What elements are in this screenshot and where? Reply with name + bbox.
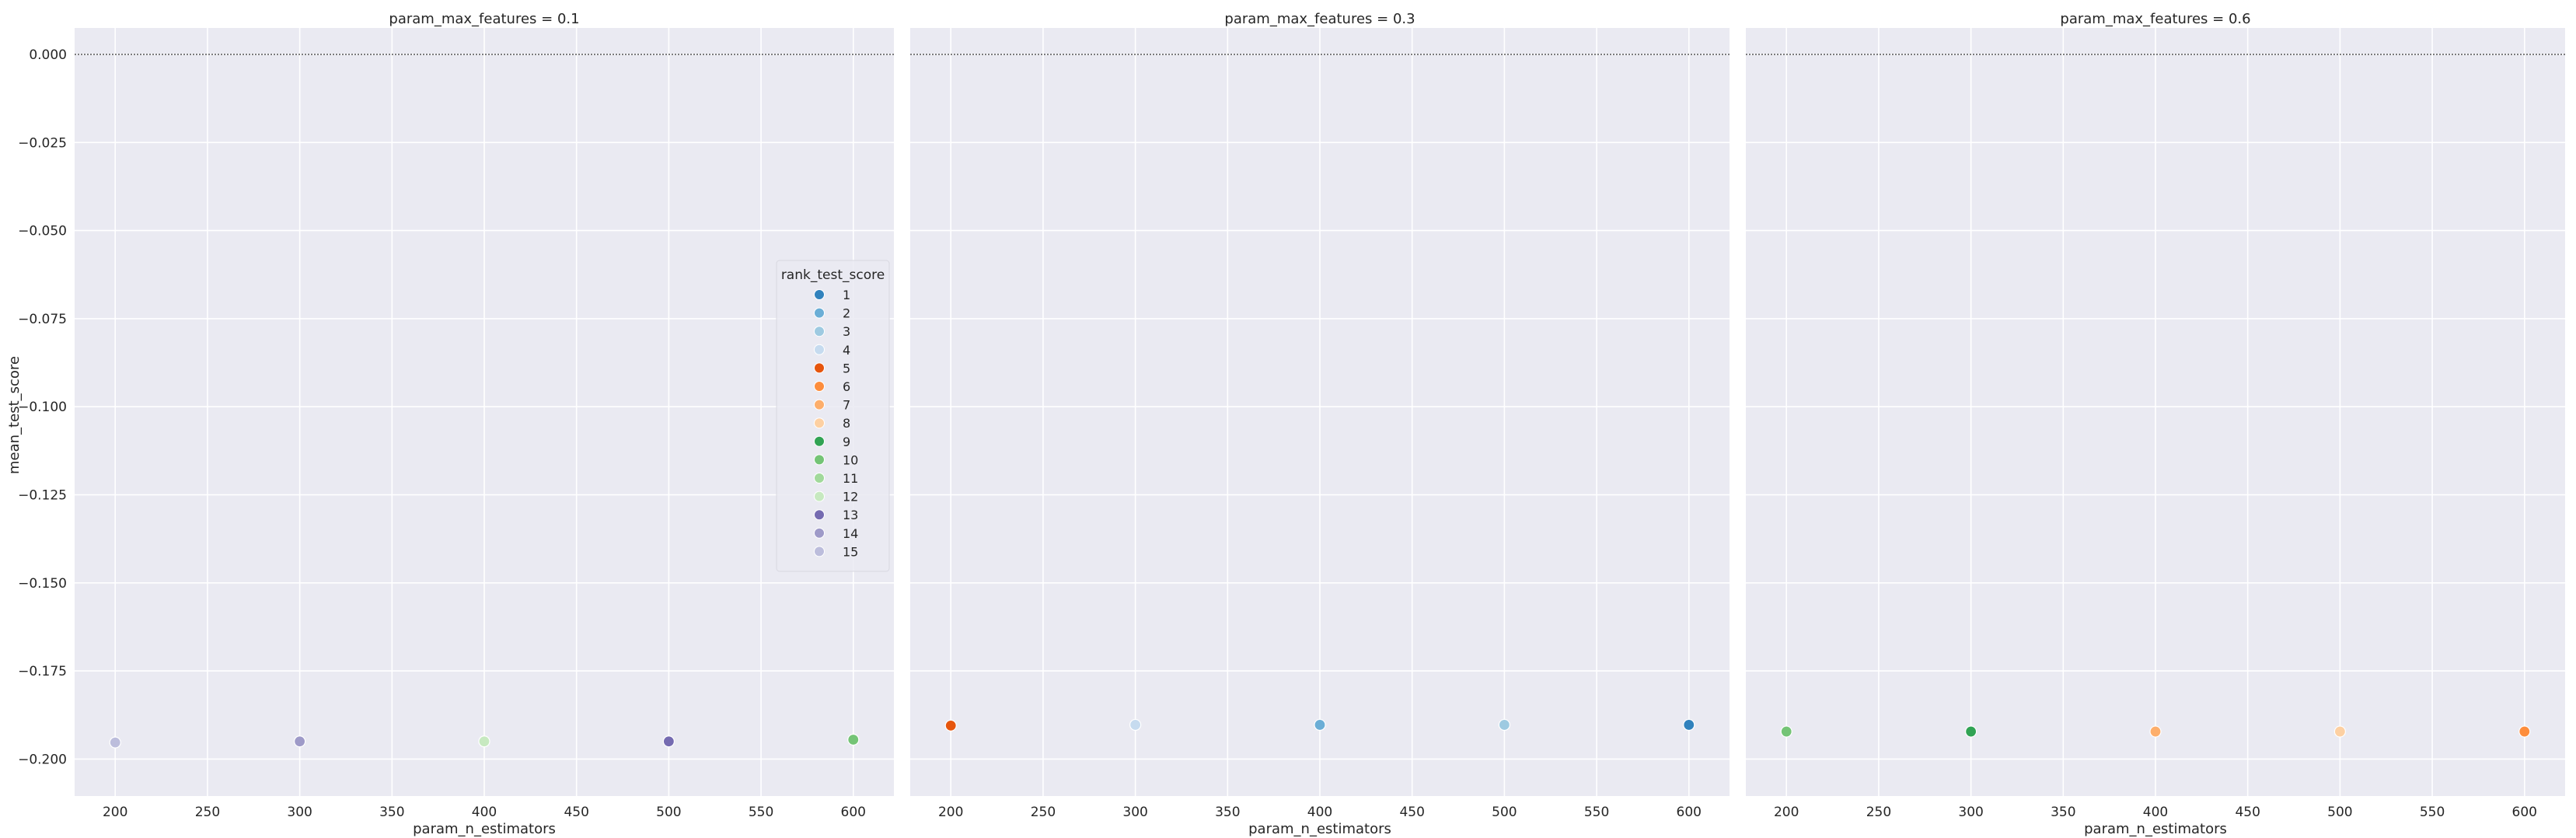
legend-entry-label: 12 [843, 490, 858, 505]
legend-entry-label: 8 [843, 416, 850, 431]
data-point [1129, 718, 1142, 732]
legend-marker [814, 362, 825, 374]
x-tick-label: 300 [1122, 805, 1147, 820]
x-tick-label: 250 [1866, 805, 1891, 820]
y-tick-label: −0.200 [18, 752, 67, 767]
x-axis-label: param_n_estimators [413, 821, 556, 837]
legend-marker [814, 399, 825, 410]
legend-marker [814, 473, 825, 484]
y-tick-label: −0.025 [18, 135, 67, 151]
data-point [2333, 725, 2346, 738]
legend-marker [814, 344, 825, 355]
y-axis-label: mean_test_score [6, 356, 23, 474]
x-tick-label: 550 [749, 805, 773, 820]
y-tick-label: −0.050 [18, 224, 67, 239]
y-tick-label: 0.000 [29, 47, 67, 63]
legend-marker [814, 509, 825, 521]
x-axis-label: param_n_estimators [1248, 821, 1391, 837]
x-tick-label: 550 [2420, 805, 2445, 820]
x-tick-label: 350 [1215, 805, 1240, 820]
y-tick-label: −0.100 [18, 400, 67, 415]
data-point [2518, 725, 2531, 738]
y-tick-label: −0.075 [18, 312, 67, 327]
legend-entry-label: 1 [843, 288, 850, 302]
legend-marker [814, 454, 825, 466]
y-tick-label: −0.175 [18, 664, 67, 679]
panels-layer: 200 250 300 350 400 450 500 550 600 0.000 −0.025 −0… [18, 11, 2565, 837]
legend-marker [814, 307, 825, 319]
data-point [1780, 725, 1792, 738]
data-point [1314, 718, 1326, 732]
x-tick-label: 300 [1958, 805, 1983, 820]
y-tick-label: −0.125 [18, 488, 67, 504]
x-tick-label: 450 [2235, 805, 2260, 820]
panel-title: param_max_features = 0.1 [389, 11, 579, 27]
data-point [662, 735, 675, 748]
data-point [294, 735, 306, 748]
panel-title: param_max_features = 0.3 [1224, 11, 1415, 27]
legend-marker [814, 326, 825, 337]
legend-entry-label: 10 [843, 452, 858, 467]
data-point [847, 733, 860, 746]
legend-entry-label: 14 [843, 526, 858, 541]
data-point [1683, 718, 1695, 732]
legend-marker [814, 381, 825, 392]
legend-entry-label: 3 [843, 324, 850, 339]
legend-entry-label: 9 [843, 435, 850, 449]
x-tick-label: 300 [287, 805, 312, 820]
panel-2: 200 250 300 350 400 450 500 550 600 param_max_fea… [910, 11, 1730, 837]
legend-marker [814, 435, 825, 447]
x-axis-label: param_n_estimators [2084, 821, 2227, 837]
x-tick-label: 400 [472, 805, 497, 820]
x-tick-label: 550 [1584, 805, 1609, 820]
data-point [2149, 725, 2162, 738]
legend-marker [814, 491, 825, 502]
legend-marker [814, 546, 825, 557]
panel-1: 200 250 300 350 400 450 500 550 600 0.000 −0.025 −0… [18, 11, 894, 837]
x-tick-label: 250 [1031, 805, 1056, 820]
legend-entry-label: 4 [843, 343, 850, 358]
x-tick-label: 250 [195, 805, 220, 820]
x-tick-label: 500 [1492, 805, 1517, 820]
legend-entry-label: 5 [843, 361, 850, 375]
x-tick-label: 600 [841, 805, 866, 820]
panel-title: param_max_features = 0.6 [2060, 11, 2250, 27]
legend-marker [814, 527, 825, 539]
x-tick-label: 200 [103, 805, 127, 820]
legend-entry-label: 15 [843, 544, 858, 559]
x-tick-label: 350 [2051, 805, 2075, 820]
legend-entry-label: 7 [843, 398, 850, 413]
legend-frame [776, 260, 890, 572]
x-tick-label: 500 [2327, 805, 2352, 820]
x-tick-label: 600 [2512, 805, 2537, 820]
legend-marker [814, 417, 825, 429]
x-tick-label: 600 [1677, 805, 1702, 820]
x-tick-label: 200 [1774, 805, 1799, 820]
x-tick-label: 500 [656, 805, 681, 820]
data-point [478, 735, 490, 748]
legend-entry-label: 11 [843, 471, 858, 486]
x-tick-label: 350 [379, 805, 404, 820]
x-tick-label: 400 [2143, 805, 2168, 820]
data-point [109, 736, 121, 749]
x-tick-label: 450 [564, 805, 588, 820]
legend-entry-label: 6 [843, 379, 850, 394]
legend-entry-label: 13 [843, 508, 858, 522]
x-tick-label: 450 [1399, 805, 1424, 820]
legend-entry-label: 2 [843, 306, 850, 321]
legend-title: rank_test_score [781, 267, 885, 283]
panel-3: 200 250 300 350 400 450 500 550 600 param_max_fea… [1746, 11, 2565, 837]
legend-marker [814, 289, 825, 300]
x-tick-label: 400 [1307, 805, 1332, 820]
y-tick-label: −0.150 [18, 576, 67, 592]
data-point [1498, 718, 1510, 732]
data-point [944, 719, 957, 732]
x-tick-label: 200 [938, 805, 963, 820]
data-point [1965, 725, 1977, 738]
